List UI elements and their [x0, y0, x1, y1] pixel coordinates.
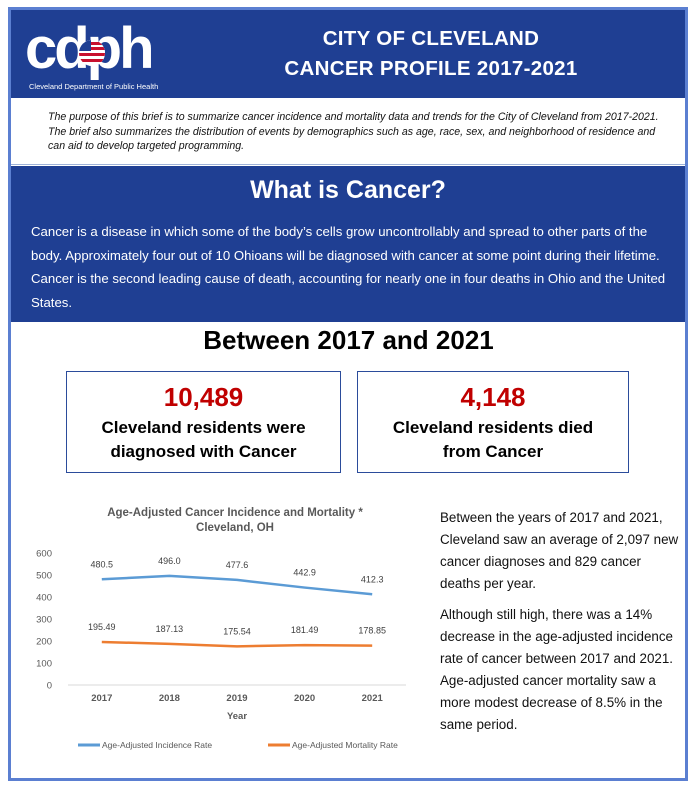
- cdph-logo: cdph Cleveland Department of Public Heal…: [25, 16, 187, 94]
- page-title: CITY OF CLEVELAND CANCER PROFILE 2017-20…: [211, 24, 651, 84]
- divider: [11, 164, 685, 165]
- data-label: 187.13: [156, 624, 184, 634]
- incidence-mortality-chart: Age-Adjusted Cancer Incidence and Mortal…: [30, 502, 426, 762]
- logo-subtitle: Cleveland Department of Public Health: [29, 82, 159, 91]
- y-tick-label: 300: [36, 615, 52, 626]
- stat-number: 10,489: [163, 382, 244, 412]
- data-label: 480.5: [91, 559, 114, 569]
- chart-title: Age-Adjusted Cancer Incidence and Mortal…: [90, 506, 380, 536]
- data-label: 442.9: [293, 568, 316, 578]
- x-tick-label: 2017: [91, 693, 112, 704]
- title-line-1: CITY OF CLEVELAND: [322, 27, 540, 50]
- data-label: 175.54: [223, 626, 251, 636]
- series-line-incidence: [101, 574, 373, 596]
- data-label: 181.49: [291, 625, 319, 635]
- data-label: 477.6: [226, 560, 249, 570]
- y-tick-label: 100: [36, 659, 52, 670]
- x-tick-label: 2018: [159, 693, 180, 704]
- x-axis-label: Year: [227, 711, 247, 722]
- stat-label-line: Cleveland residents were: [101, 418, 306, 437]
- stat-label-line: Cleveland residents died: [392, 418, 594, 437]
- x-tick-label: 2019: [226, 693, 247, 704]
- section-heading: What is Cancer?: [250, 176, 446, 204]
- chart-title-line: Age-Adjusted Cancer Incidence and Mortal…: [107, 507, 363, 519]
- data-label: 496.0: [158, 556, 181, 566]
- stat-box-diagnosed: 10,489 Cleveland residents were diagnose…: [66, 371, 341, 473]
- title-line-2: CANCER PROFILE 2017-2021: [284, 57, 578, 80]
- header-banner: cdph Cleveland Department of Public Heal…: [11, 10, 685, 98]
- x-tick-label: 2021: [362, 693, 384, 704]
- page-frame: [8, 7, 688, 781]
- chart-title-line: Cleveland, OH: [196, 522, 274, 534]
- summary-paragraph: Although still high, there was a 14% dec…: [440, 607, 674, 732]
- data-label: 412.3: [361, 574, 384, 584]
- summary-paragraph: Between the years of 2017 and 2021, Clev…: [440, 510, 679, 591]
- flag-globe-icon: [79, 40, 105, 66]
- what-is-cancer-section: What is Cancer? Cancer is a disease in w…: [11, 166, 685, 322]
- series-line-mortality: [101, 640, 373, 648]
- stat-box-died: 4,148 Cleveland residents died from Canc…: [357, 371, 629, 473]
- stat-label: Cleveland residents died from Cancer: [358, 416, 628, 464]
- stat-label: Cleveland residents were diagnosed with …: [67, 416, 340, 464]
- y-tick-label: 500: [36, 571, 52, 582]
- legend-label: Age-Adjusted Mortality Rate: [292, 740, 398, 750]
- summary-text: Between the years of 2017 and 2021, Clev…: [440, 507, 680, 745]
- data-label: 195.49: [88, 622, 116, 632]
- between-heading: Between 2017 and 2021: [203, 325, 494, 355]
- data-label: 178.85: [358, 626, 386, 636]
- y-tick-label: 200: [36, 637, 52, 648]
- legend-label: Age-Adjusted Incidence Rate: [102, 740, 212, 750]
- x-tick-label: 2020: [294, 693, 315, 704]
- y-tick-label: 0: [47, 681, 52, 692]
- y-tick-label: 400: [36, 593, 52, 604]
- chart-svg: 0 100 200 300 400 500 600 2017 2018 2019 2020 2021 Y…: [36, 549, 406, 750]
- section-body: Cancer is a disease in which some of the…: [31, 224, 666, 310]
- stat-label-line: from Cancer: [442, 442, 544, 461]
- intro-paragraph: The purpose of this brief is to summariz…: [48, 111, 659, 152]
- stat-number: 4,148: [460, 382, 526, 412]
- stat-label-line: diagnosed with Cancer: [110, 442, 297, 461]
- y-tick-label: 600: [36, 549, 52, 560]
